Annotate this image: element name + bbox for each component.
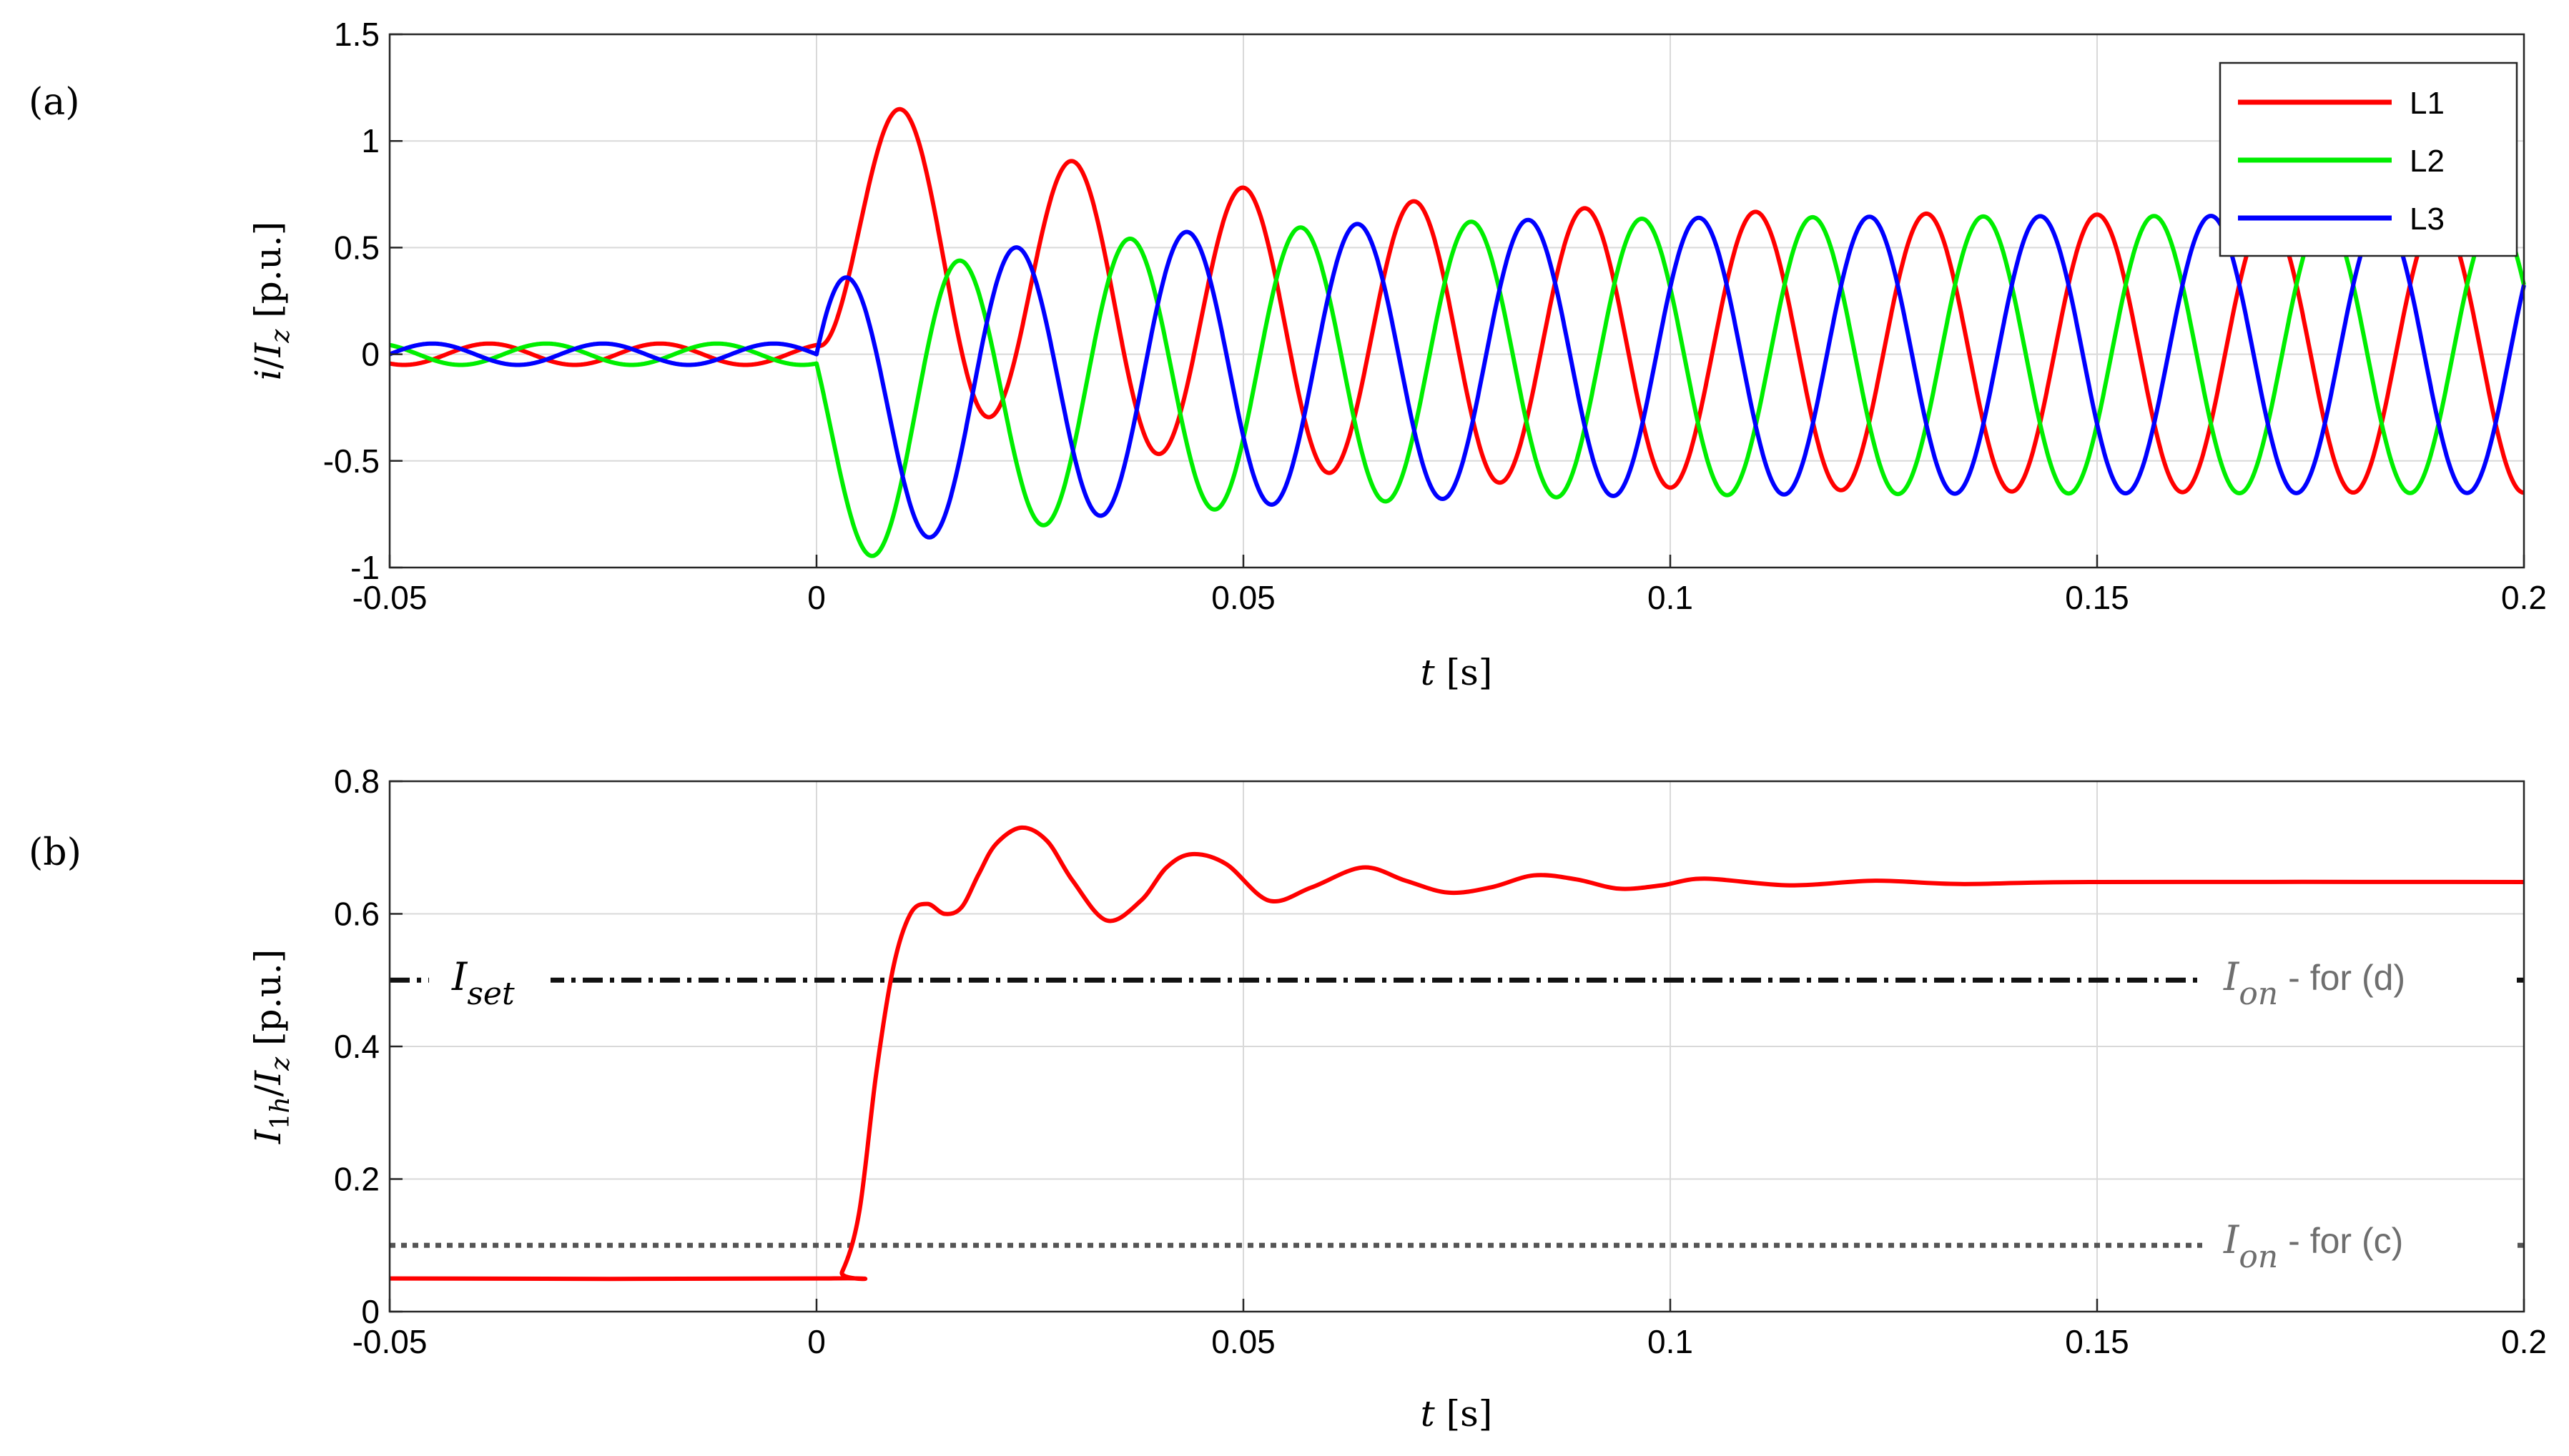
b-y-tick-label: 0.4: [334, 1028, 380, 1065]
a-x-tick-label: -0.05: [352, 579, 428, 616]
iset-label-backdrop: [429, 951, 551, 1015]
panel-b-y-axis-label: I1h/Iz [p.u.]: [247, 949, 295, 1144]
b-y-tick-label: 0: [361, 1293, 380, 1330]
b-x-tick-label: 0: [807, 1323, 826, 1360]
panel-a-x-ticks: -0.05 0 0.05 0.1 0.15 0.2: [352, 555, 2547, 616]
legend-l2-label: L2: [2410, 144, 2445, 179]
ion-c-annotation: Ion - for (c): [2223, 1217, 2403, 1275]
b-y-tick-label: 0.6: [334, 896, 380, 933]
b-y-tick-label: 0.2: [334, 1161, 380, 1198]
series-l3-line: [388, 213, 2526, 540]
a-y-tick-label: 0: [361, 336, 380, 373]
panel-a-x-axis-label: t [s]: [1421, 652, 1493, 693]
a-y-tick-label: -1: [350, 549, 380, 586]
panel-a-grid: [389, 34, 2525, 568]
panel-b-series-group: [389, 825, 2525, 1282]
a-x-tick-label: 0: [807, 579, 826, 616]
a-x-tick-label: 0.2: [2501, 579, 2547, 616]
series-l1-line: [388, 107, 2525, 495]
panel-a-series-group: [388, 107, 2526, 558]
panel-b-y-ticks: 0 0.2 0.4 0.6 0.8: [334, 763, 403, 1330]
ion-d-backdrop: [2202, 947, 2517, 1015]
a-y-tick-label: 1: [361, 122, 380, 159]
a-y-tick-label: -0.5: [323, 442, 380, 480]
series-l2-line: [388, 213, 2526, 558]
ion-c-backdrop: [2202, 1208, 2517, 1276]
panel-b: (b) -0.05 0 0.05 0.1 0.15 0.2 00.20.40.60.8 t…: [29, 763, 2547, 1435]
a-y-tick-label: 1.5: [334, 16, 380, 53]
panel-b-reference-lines: [390, 977, 2524, 1248]
series-i1h-line: [389, 825, 2525, 1282]
panel-a-legend: L1 L2 L3: [2219, 61, 2518, 257]
panel-b-x-axis-label: t [s]: [1421, 1393, 1493, 1435]
legend-l1-label: L1: [2410, 86, 2445, 121]
a-x-tick-label: 0.1: [1647, 579, 1693, 616]
panel-a: (a) -0.05 0 0.05 0.1 0.15 0.2 -1-0.500.511.5 …: [29, 16, 2547, 693]
b-y-tick-label: 0.8: [334, 763, 380, 800]
ion-d-annotation: Ion - for (d): [2223, 954, 2405, 1012]
a-y-tick-label: 0.5: [334, 229, 380, 266]
panel-b-x-ticks: -0.05 0 0.05 0.1 0.15 0.2: [352, 1299, 2547, 1360]
panel-a-y-axis-label: i/Iz [p.u.]: [247, 222, 295, 381]
b-x-tick-label: 0.1: [1647, 1323, 1693, 1360]
b-x-tick-label: 0.15: [2065, 1323, 2129, 1360]
panel-a-frame: [388, 33, 2525, 569]
b-x-tick-label: 0.2: [2501, 1323, 2547, 1360]
panel-a-y-ticks: -1 -0.5 0 0.5 1 1.5: [323, 16, 403, 586]
panel-b-label: (b): [29, 831, 82, 874]
iset-annotation: Iset: [451, 954, 515, 1012]
legend-l3-label: L3: [2410, 202, 2445, 237]
a-x-tick-label: 0.15: [2065, 579, 2129, 616]
a-x-tick-label: 0.05: [1211, 579, 1276, 616]
b-x-tick-label: 0.05: [1211, 1323, 1276, 1360]
panel-a-label: (a): [29, 81, 80, 124]
b-x-tick-label: -0.05: [352, 1323, 428, 1360]
